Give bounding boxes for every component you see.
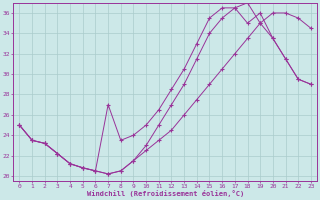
X-axis label: Windchill (Refroidissement éolien,°C): Windchill (Refroidissement éolien,°C) [86, 190, 244, 197]
